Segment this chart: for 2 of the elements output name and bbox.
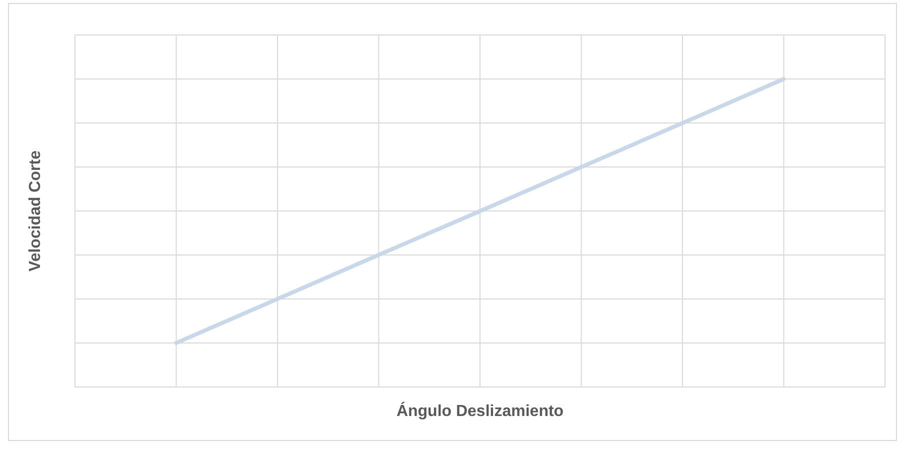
y-axis-title: Velocidad Corte bbox=[27, 150, 44, 272]
x-axis-title: Ángulo Deslizamiento bbox=[396, 401, 564, 420]
